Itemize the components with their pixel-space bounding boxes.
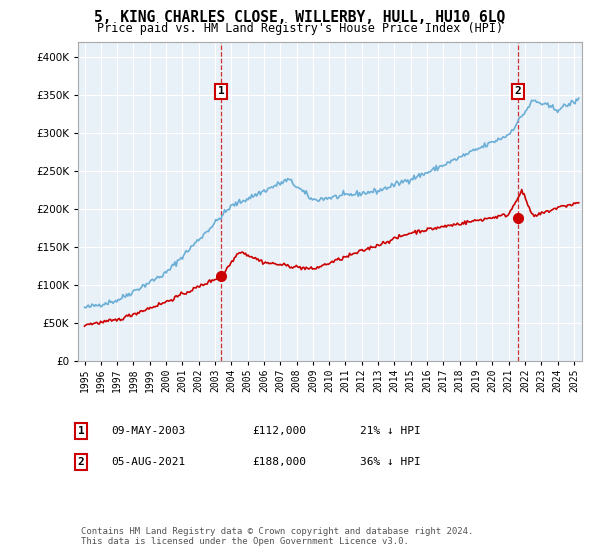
Text: 1: 1 (77, 426, 85, 436)
Text: Contains HM Land Registry data © Crown copyright and database right 2024.
This d: Contains HM Land Registry data © Crown c… (81, 526, 473, 546)
Text: 09-MAY-2003: 09-MAY-2003 (111, 426, 185, 436)
Text: 05-AUG-2021: 05-AUG-2021 (111, 457, 185, 467)
Text: £112,000: £112,000 (252, 426, 306, 436)
Text: Price paid vs. HM Land Registry's House Price Index (HPI): Price paid vs. HM Land Registry's House … (97, 22, 503, 35)
Text: 2: 2 (77, 457, 85, 467)
Text: 5, KING CHARLES CLOSE, WILLERBY, HULL, HU10 6LQ: 5, KING CHARLES CLOSE, WILLERBY, HULL, H… (94, 10, 506, 25)
Text: 21% ↓ HPI: 21% ↓ HPI (360, 426, 421, 436)
Text: 36% ↓ HPI: 36% ↓ HPI (360, 457, 421, 467)
Text: £188,000: £188,000 (252, 457, 306, 467)
Text: 2: 2 (515, 86, 521, 96)
Text: 1: 1 (218, 86, 224, 96)
